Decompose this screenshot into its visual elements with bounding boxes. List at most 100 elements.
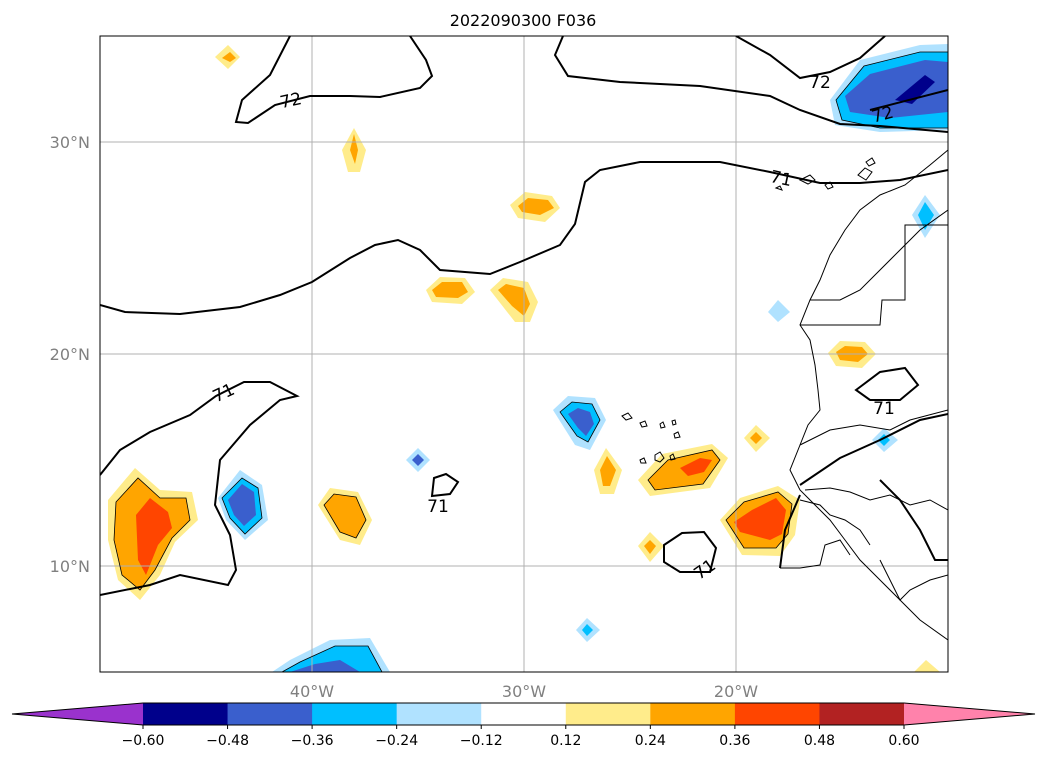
contour-label: 71	[768, 167, 793, 191]
contour-72	[869, 89, 948, 111]
neg-anomaly-region	[582, 624, 593, 636]
border-line	[799, 499, 871, 546]
colorbar-box	[819, 703, 905, 725]
map-title: 2022090300 F036	[450, 11, 597, 30]
border-line	[879, 559, 948, 601]
anomaly-contour	[835, 51, 948, 129]
island	[865, 157, 876, 167]
colorbar-tick-label: −0.48	[206, 733, 249, 749]
colorbar-tick-label: 0.24	[635, 733, 666, 749]
colorbar-tick-label: −0.24	[375, 733, 418, 749]
anomaly-contour	[559, 401, 601, 443]
map-frame	[99, 35, 949, 673]
neg-anomaly-region	[282, 646, 382, 672]
anomaly-contour	[281, 645, 383, 672]
colorbar-box	[565, 703, 651, 725]
colorbar-boxes	[143, 703, 905, 725]
island	[654, 451, 665, 463]
contour-72	[735, 36, 886, 80]
island	[673, 431, 681, 439]
colorbar-box	[396, 703, 482, 725]
pos-anomaly-region	[222, 52, 236, 62]
contour-72	[234, 36, 434, 125]
pos-anomaly-region	[518, 198, 554, 215]
island	[671, 419, 677, 426]
anomaly-contour	[323, 493, 367, 539]
anomaly-contour	[113, 477, 191, 591]
pos-anomaly-region	[432, 282, 468, 298]
pos-anomaly-region	[600, 456, 616, 486]
neg-anomaly-region	[918, 202, 934, 230]
colorbar-box	[734, 703, 820, 725]
neg-anomaly-region	[412, 454, 424, 466]
contour-71	[854, 366, 920, 401]
colorbar-tick-label: 0.12	[550, 733, 581, 749]
lon-tick-labels: 40°W 30°W 20°W	[290, 682, 758, 701]
island	[639, 420, 648, 428]
border-line	[780, 539, 851, 569]
anomaly-contours	[113, 51, 948, 672]
island	[774, 185, 783, 191]
pos-anomaly-region	[498, 284, 530, 316]
contour-label: 71	[873, 399, 895, 419]
pos-anomaly-region	[734, 498, 786, 540]
contour-71	[879, 479, 948, 561]
neg-anomaly-region	[290, 660, 360, 672]
colorbar-box	[227, 703, 313, 725]
island	[621, 412, 633, 421]
pos-anomaly-region	[914, 660, 940, 672]
neg-anomaly-region	[895, 75, 935, 104]
colorbar-ticks: −0.60 −0.48 −0.36 −0.24 −0.12 0.12 0.24 0.36 0.4…	[122, 725, 920, 749]
neg-anomaly-region	[768, 300, 790, 322]
colorbar-tick-label: −0.12	[460, 733, 503, 749]
contour-71	[779, 494, 801, 569]
lat-label-30n: 30°N	[50, 133, 90, 152]
anomaly-contour	[221, 477, 263, 535]
colorbar-box	[650, 703, 736, 725]
africa-coast	[789, 149, 948, 641]
island	[798, 174, 816, 185]
pos-anomaly-region	[680, 458, 712, 476]
colorbar-extend-min	[12, 703, 143, 725]
lon-label-40w: 40°W	[290, 682, 334, 701]
colorbar-box	[143, 703, 229, 725]
colorbar-extend-max	[904, 703, 1035, 725]
anomaly-shading	[108, 44, 948, 672]
contour-labels: 72 72 72 71 71 71 71 71	[210, 73, 896, 584]
colorbar-tick-label: −0.60	[122, 733, 165, 749]
colorbar-tick-label: 0.48	[804, 733, 835, 749]
pos-anomaly-region	[750, 432, 762, 444]
contour-label: 71	[427, 497, 449, 517]
pos-anomaly-region	[324, 494, 366, 538]
lon-label-20w: 20°W	[714, 682, 758, 701]
colorbar-tick-label: 0.60	[888, 733, 919, 749]
colorbar-box	[312, 703, 398, 725]
pos-anomaly-region	[644, 540, 656, 554]
neg-anomaly-region	[228, 484, 256, 526]
lat-label-10n: 10°N	[50, 557, 90, 576]
coastlines	[621, 149, 948, 641]
contour-71	[100, 381, 300, 596]
colorbar-tick-label: 0.36	[719, 733, 750, 749]
pos-anomaly-region	[350, 134, 358, 164]
contour-72	[553, 36, 948, 133]
anomaly-contour	[647, 449, 721, 491]
border-line	[804, 487, 948, 511]
border-line	[810, 209, 948, 301]
contour-71	[799, 413, 948, 486]
contour-71	[663, 530, 718, 573]
border-line	[799, 409, 948, 446]
colorbar: −0.60 −0.48 −0.36 −0.24 −0.12 0.12 0.24 0.36 0.4…	[11, 702, 1036, 749]
contour-71	[430, 472, 460, 498]
border-line	[800, 224, 948, 326]
island	[669, 453, 676, 461]
contour-label: 72	[278, 89, 303, 113]
colorbar-tick-label: −0.36	[291, 733, 334, 749]
neg-anomaly-region	[568, 408, 594, 436]
lat-label-20n: 20°N	[50, 345, 90, 364]
height-contours	[100, 36, 948, 596]
island	[639, 457, 647, 464]
map-panel: 72 72 72 71 71 71 71 71	[99, 35, 949, 673]
island	[659, 421, 666, 429]
